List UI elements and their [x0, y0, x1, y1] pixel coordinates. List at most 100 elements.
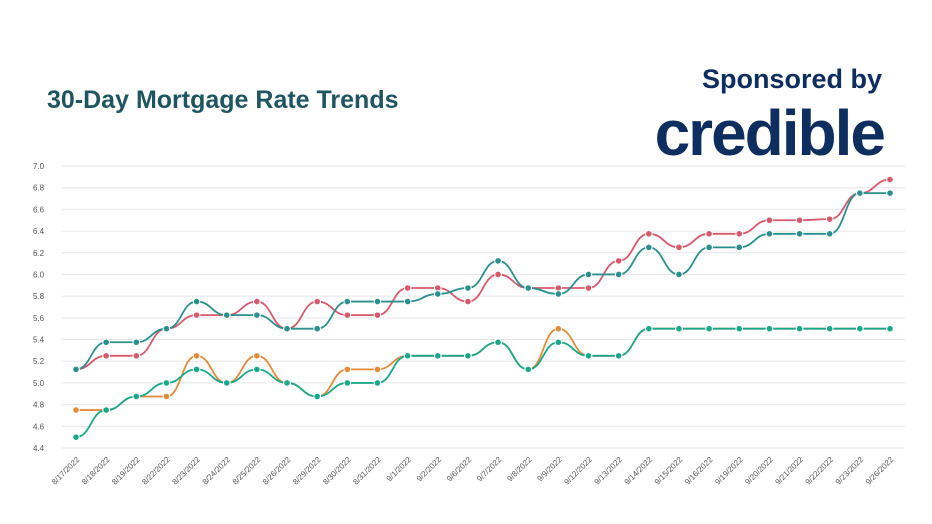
data-point-2	[554, 324, 563, 333]
data-point-3	[373, 379, 382, 387]
data-point-3	[283, 379, 291, 387]
data-point-1	[192, 297, 201, 306]
y-tick-label: 5.6	[33, 314, 45, 323]
x-tick-label: 8/26/2022	[261, 455, 293, 487]
data-point-1	[283, 324, 291, 333]
data-point-0	[705, 229, 713, 238]
data-point-3	[795, 324, 804, 333]
data-point-2	[343, 365, 352, 374]
x-tick-label: 9/7/2022	[475, 455, 504, 484]
data-point-1	[162, 324, 171, 333]
data-point-3	[313, 392, 321, 401]
data-point-1	[675, 270, 683, 279]
x-tick-label: 9/9/2022	[535, 455, 564, 484]
data-point-1	[705, 243, 713, 252]
y-tick-label: 6.2	[33, 249, 45, 258]
y-tick-label: 6.0	[33, 270, 45, 279]
x-tick-label: 9/20/2022	[743, 455, 775, 487]
x-tick-label: 9/2/2022	[415, 455, 444, 484]
data-point-3	[675, 324, 683, 333]
y-tick-label: 4.6	[33, 422, 45, 431]
data-point-0	[886, 175, 894, 184]
data-point-1	[373, 297, 382, 306]
data-point-0	[464, 297, 472, 306]
credible-logo: credible	[654, 97, 886, 169]
data-point-3	[102, 406, 110, 414]
data-point-1	[795, 229, 804, 238]
data-point-1	[433, 290, 442, 298]
y-tick-label: 4.4	[33, 444, 45, 453]
data-point-2	[72, 406, 80, 414]
x-tick-label: 9/12/2022	[562, 455, 594, 487]
data-point-3	[403, 352, 412, 360]
data-point-0	[675, 243, 683, 252]
data-point-1	[886, 189, 894, 197]
x-tick-label: 9/15/2022	[653, 455, 685, 487]
data-point-1	[584, 270, 593, 279]
x-tick-label: 9/16/2022	[683, 455, 715, 487]
x-tick-label: 9/13/2022	[593, 455, 625, 487]
x-tick-label: 9/22/2022	[804, 455, 836, 487]
data-point-3	[524, 365, 533, 374]
data-point-3	[222, 379, 231, 387]
data-point-3	[705, 324, 713, 333]
x-tick-label: 9/26/2022	[864, 455, 896, 487]
x-tick-label: 8/29/2022	[291, 455, 323, 487]
data-point-3	[72, 433, 80, 441]
data-point-0	[584, 284, 593, 292]
x-tick-label: 8/18/2022	[80, 455, 112, 487]
data-point-2	[253, 352, 261, 360]
y-tick-label: 6.8	[33, 184, 45, 193]
data-point-1	[253, 311, 261, 319]
series-line-3	[75, 327, 890, 439]
x-tick-label: 8/24/2022	[201, 455, 233, 487]
x-tick-label: 8/22/2022	[140, 455, 172, 487]
data-point-1	[554, 290, 563, 298]
data-point-0	[403, 284, 412, 292]
x-tick-label: 9/19/2022	[713, 455, 745, 487]
data-point-3	[192, 365, 201, 374]
data-point-3	[735, 324, 744, 333]
data-point-3	[886, 324, 894, 333]
x-tick-label: 9/23/2022	[834, 455, 866, 487]
data-point-3	[162, 379, 171, 387]
data-point-1	[313, 324, 321, 333]
data-point-1	[765, 229, 774, 238]
data-point-0	[192, 311, 201, 319]
data-point-1	[132, 338, 141, 347]
data-point-0	[494, 270, 502, 279]
x-tick-label: 9/14/2022	[623, 455, 655, 487]
x-tick-label: 8/23/2022	[170, 455, 202, 487]
y-tick-label: 5.2	[33, 357, 45, 366]
data-point-0	[614, 257, 623, 265]
data-point-3	[253, 365, 261, 374]
data-point-1	[403, 297, 412, 306]
sponsor-label: Sponsored by	[701, 64, 882, 94]
data-point-3	[584, 352, 593, 360]
y-tick-label: 6.4	[33, 227, 45, 236]
data-point-1	[645, 243, 653, 252]
data-point-3	[343, 379, 352, 387]
data-point-3	[825, 324, 834, 333]
data-point-0	[373, 311, 382, 319]
data-point-1	[856, 189, 864, 197]
data-point-0	[132, 352, 141, 360]
data-point-1	[494, 257, 502, 265]
data-point-0	[645, 229, 653, 238]
data-point-3	[433, 352, 442, 360]
data-point-2	[373, 365, 382, 374]
data-point-3	[132, 392, 141, 401]
data-point-3	[494, 338, 502, 347]
y-tick-label: 4.8	[33, 401, 45, 410]
data-point-3	[554, 338, 563, 347]
x-tick-label: 8/17/2022	[50, 455, 82, 487]
data-point-1	[343, 297, 352, 306]
chart-title: 30-Day Mortgage Rate Trends	[47, 86, 399, 114]
x-tick-label: 9/21/2022	[773, 455, 805, 487]
data-point-3	[645, 324, 653, 333]
y-tick-label: 5.0	[33, 379, 45, 388]
x-tick-label: 8/30/2022	[321, 455, 353, 487]
data-point-0	[343, 311, 352, 319]
series-line-0	[75, 178, 891, 371]
data-point-1	[735, 243, 744, 252]
